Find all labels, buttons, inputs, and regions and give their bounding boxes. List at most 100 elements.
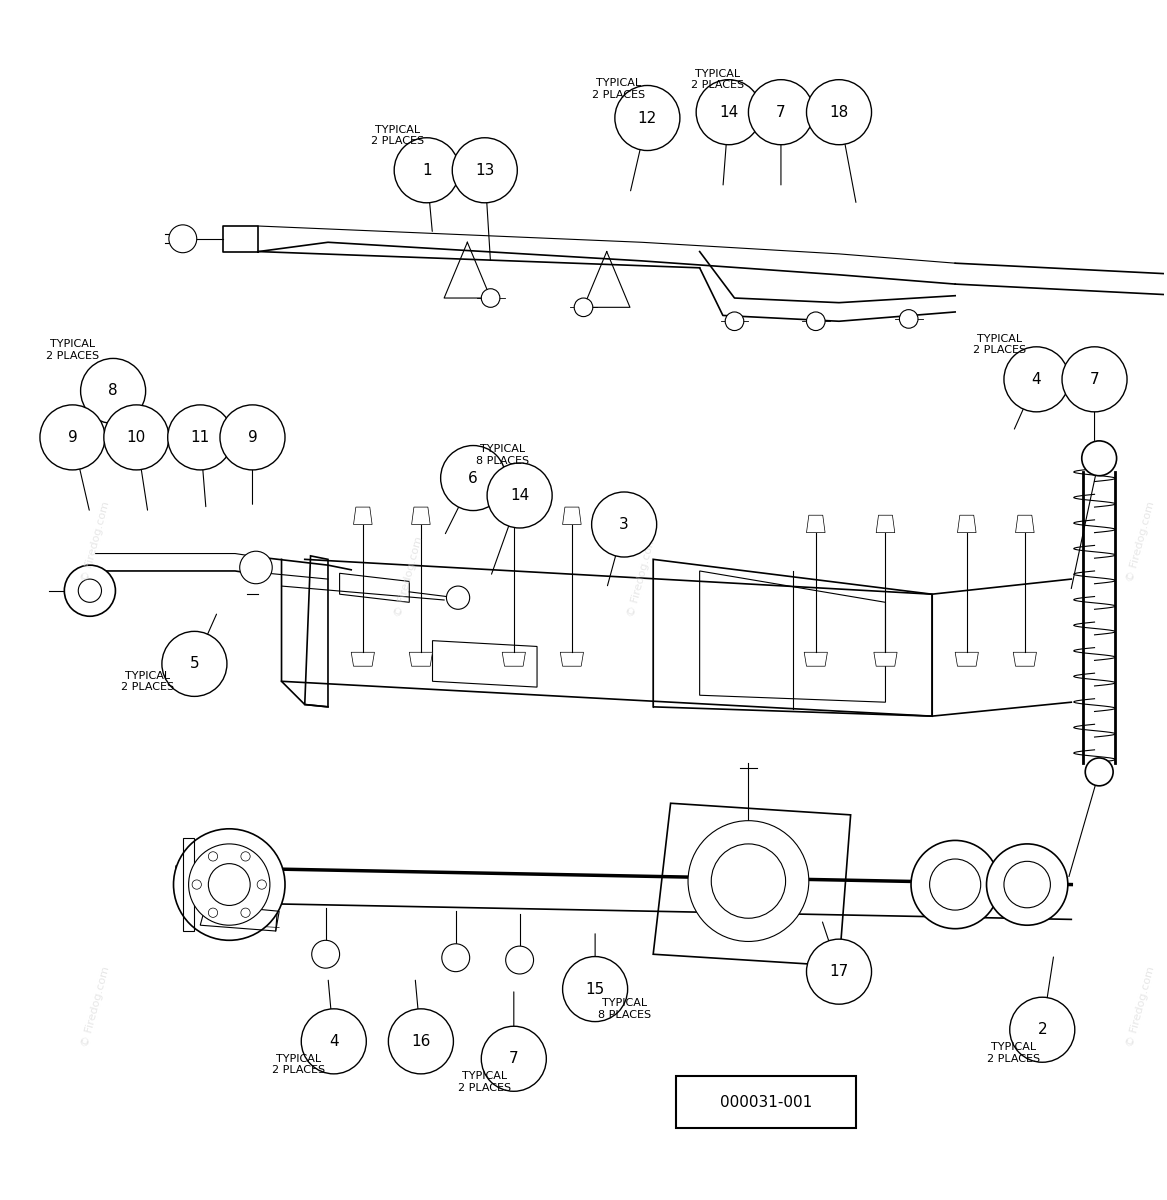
Text: 4: 4 — [1032, 372, 1041, 386]
Circle shape — [481, 289, 499, 307]
Text: 14: 14 — [510, 488, 530, 503]
Circle shape — [592, 492, 657, 557]
Circle shape — [394, 138, 460, 203]
Text: 9: 9 — [247, 430, 258, 445]
Polygon shape — [412, 508, 431, 524]
Text: 16: 16 — [411, 1034, 431, 1049]
Text: 13: 13 — [475, 163, 495, 178]
Text: TYPICAL
2 PLACES: TYPICAL 2 PLACES — [691, 68, 743, 90]
Polygon shape — [562, 508, 581, 524]
Circle shape — [40, 404, 105, 470]
Text: © Firedog.com: © Firedog.com — [626, 535, 657, 618]
Circle shape — [689, 821, 809, 942]
Circle shape — [697, 79, 761, 145]
Circle shape — [806, 940, 872, 1004]
Circle shape — [441, 445, 505, 510]
Circle shape — [389, 1009, 454, 1074]
Polygon shape — [1015, 515, 1034, 533]
Polygon shape — [504, 508, 523, 524]
Polygon shape — [806, 515, 825, 533]
Circle shape — [806, 312, 825, 330]
Circle shape — [1004, 862, 1050, 907]
Polygon shape — [804, 653, 827, 666]
Text: 8: 8 — [109, 384, 118, 398]
Text: © Firedog.com: © Firedog.com — [1125, 965, 1156, 1048]
Polygon shape — [876, 515, 895, 533]
Text: © Firedog.com: © Firedog.com — [393, 535, 425, 618]
Text: 14: 14 — [719, 104, 739, 120]
Text: 11: 11 — [190, 430, 210, 445]
Circle shape — [312, 941, 340, 968]
Circle shape — [162, 631, 226, 696]
Circle shape — [806, 79, 872, 145]
Circle shape — [189, 844, 270, 925]
Text: TYPICAL
2 PLACES: TYPICAL 2 PLACES — [121, 671, 175, 692]
Circle shape — [169, 224, 197, 253]
Text: © Firedog.com: © Firedog.com — [1125, 500, 1156, 583]
Text: TYPICAL
8 PLACES: TYPICAL 8 PLACES — [598, 998, 651, 1020]
Circle shape — [930, 859, 980, 910]
Circle shape — [900, 310, 918, 329]
Polygon shape — [410, 653, 433, 666]
Circle shape — [219, 404, 285, 470]
Polygon shape — [502, 653, 525, 666]
Text: 7: 7 — [509, 1051, 518, 1067]
Circle shape — [81, 359, 146, 424]
Circle shape — [1085, 758, 1113, 786]
Circle shape — [209, 908, 217, 917]
FancyBboxPatch shape — [677, 1076, 857, 1128]
Circle shape — [487, 463, 552, 528]
Circle shape — [505, 946, 533, 974]
Text: 4: 4 — [329, 1034, 338, 1049]
Circle shape — [1082, 440, 1117, 475]
Circle shape — [168, 404, 232, 470]
Circle shape — [240, 908, 250, 917]
Circle shape — [239, 551, 272, 583]
Polygon shape — [560, 653, 584, 666]
Circle shape — [725, 312, 743, 330]
Polygon shape — [351, 653, 375, 666]
Polygon shape — [354, 508, 372, 524]
Circle shape — [911, 840, 999, 929]
Circle shape — [562, 956, 628, 1021]
Circle shape — [64, 565, 116, 617]
Text: 17: 17 — [830, 964, 848, 979]
Text: 15: 15 — [586, 982, 605, 996]
Circle shape — [104, 404, 169, 470]
Text: 5: 5 — [189, 656, 200, 671]
Circle shape — [209, 864, 250, 906]
Text: 12: 12 — [637, 110, 657, 126]
Polygon shape — [874, 653, 897, 666]
Text: 000031-001: 000031-001 — [720, 1094, 812, 1110]
Circle shape — [78, 580, 102, 602]
Circle shape — [447, 586, 469, 610]
Polygon shape — [957, 515, 976, 533]
Circle shape — [1004, 347, 1069, 412]
Text: 18: 18 — [830, 104, 848, 120]
Text: TYPICAL
2 PLACES: TYPICAL 2 PLACES — [592, 78, 645, 100]
Text: TYPICAL
2 PLACES: TYPICAL 2 PLACES — [986, 1042, 1040, 1063]
Circle shape — [301, 1009, 366, 1074]
Text: TYPICAL
2 PLACES: TYPICAL 2 PLACES — [973, 334, 1026, 355]
Circle shape — [574, 298, 593, 317]
Circle shape — [240, 852, 250, 862]
Polygon shape — [1013, 653, 1036, 666]
Circle shape — [453, 138, 517, 203]
Circle shape — [257, 880, 266, 889]
Text: © Firedog.com: © Firedog.com — [81, 500, 111, 583]
Circle shape — [174, 829, 285, 941]
Circle shape — [1062, 347, 1127, 412]
Text: TYPICAL
8 PLACES: TYPICAL 8 PLACES — [476, 444, 529, 466]
Circle shape — [748, 79, 813, 145]
Text: 1: 1 — [422, 163, 432, 178]
Text: 6: 6 — [468, 470, 478, 486]
Circle shape — [1009, 997, 1075, 1062]
Text: 7: 7 — [1090, 372, 1099, 386]
Circle shape — [711, 844, 785, 918]
Text: 7: 7 — [776, 104, 785, 120]
Polygon shape — [955, 653, 978, 666]
Text: TYPICAL
2 PLACES: TYPICAL 2 PLACES — [459, 1072, 511, 1093]
Circle shape — [615, 85, 680, 150]
Text: © Firedog.com: © Firedog.com — [81, 965, 111, 1048]
Text: 2: 2 — [1037, 1022, 1047, 1037]
